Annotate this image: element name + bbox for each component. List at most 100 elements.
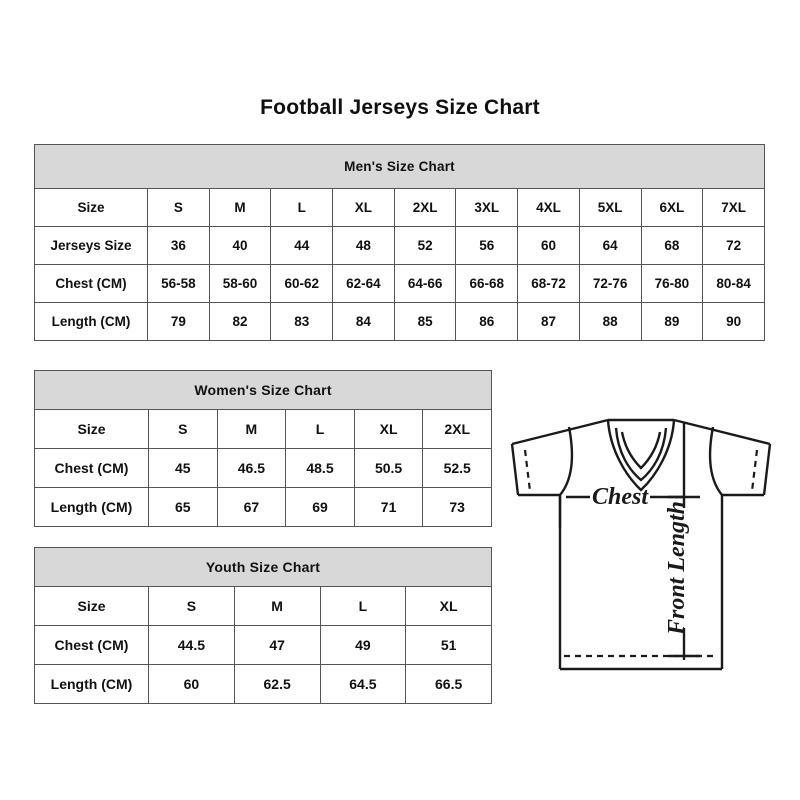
column-header-xl: XL: [405, 586, 492, 626]
table-cell: 68-72: [517, 264, 580, 303]
column-header-size: Size: [34, 409, 149, 449]
column-header-6xl: 6XL: [640, 188, 704, 227]
row-label-chest: Chest (CM): [34, 448, 149, 488]
left-cuff-edge: [510, 443, 520, 496]
table-header-row: Size S M L XL 2XL 3XL 4XL 5XL 6XL 7XL: [34, 188, 765, 227]
table-cell: 60-62: [270, 264, 334, 303]
row-label-length: Length (CM): [34, 487, 149, 527]
column-header-xl: XL: [332, 188, 395, 227]
column-header-7xl: 7XL: [702, 188, 765, 227]
table-row: Chest (CM) 45 46.5 48.5 50.5 52.5: [34, 448, 492, 488]
table-cell: 60: [148, 664, 235, 704]
mens-table-caption: Men's Size Chart: [34, 144, 765, 189]
womens-size-table: Women's Size Chart Size S M L XL 2XL Che…: [34, 370, 492, 527]
column-header-s: S: [148, 409, 218, 449]
table-cell: 56: [455, 226, 519, 265]
column-header-s: S: [147, 188, 210, 227]
table-cell: 83: [270, 302, 334, 341]
table-cell: 49: [319, 625, 407, 665]
table-cell: 62-64: [332, 264, 395, 303]
youth-size-table: Youth Size Chart Size S M L XL Chest (CM…: [34, 547, 492, 704]
front-length-label: Front Length: [664, 501, 690, 636]
table-row: Chest (CM) 44.5 47 49 51: [34, 625, 492, 665]
table-row: Chest (CM) 56-58 58-60 60-62 62-64 64-66…: [34, 264, 765, 303]
left-cuff-stitch-dashed: [523, 449, 532, 492]
table-cell: 40: [208, 226, 272, 265]
womens-table-caption: Women's Size Chart: [34, 370, 492, 410]
table-cell: 68: [640, 226, 704, 265]
chest-label: Chest: [592, 484, 649, 510]
table-cell: 46.5: [216, 448, 287, 488]
table-cell: 80-84: [702, 264, 765, 303]
table-row: Length (CM) 60 62.5 64.5 66.5: [34, 664, 492, 704]
table-cell: 69: [285, 487, 355, 527]
column-header-l: L: [285, 409, 355, 449]
table-cell: 44: [270, 226, 334, 265]
table-cell: 64.5: [319, 664, 407, 704]
table-caption-row: Women's Size Chart: [34, 370, 492, 410]
right-shoulder-seam: [673, 418, 771, 446]
table-cell: 64-66: [393, 264, 457, 303]
table-cell: 86: [455, 302, 519, 341]
table-cell: 85: [393, 302, 457, 341]
table-cell: 87: [517, 302, 580, 341]
table-cell: 58-60: [208, 264, 272, 303]
right-armhole-seam: [708, 426, 723, 496]
table-cell: 47: [233, 625, 321, 665]
column-header-m: M: [216, 409, 287, 449]
table-cell: 65: [148, 487, 218, 527]
table-cell: 71: [353, 487, 424, 527]
table-cell: 44.5: [148, 625, 235, 665]
column-header-3xl: 3XL: [455, 188, 519, 227]
table-cell: 72: [702, 226, 765, 265]
column-header-2xl: 2XL: [422, 409, 492, 449]
neck-opening-v: [614, 427, 668, 482]
table-header-row: Size S M L XL: [34, 586, 492, 626]
column-header-m: M: [208, 188, 272, 227]
table-cell: 82: [208, 302, 272, 341]
table-cell: 66-68: [455, 264, 519, 303]
table-caption-row: Youth Size Chart: [34, 547, 492, 587]
table-cell: 50.5: [353, 448, 424, 488]
table-cell: 79: [147, 302, 210, 341]
table-cell: 56-58: [147, 264, 210, 303]
table-cell: 48.5: [285, 448, 355, 488]
table-row: Length (CM) 79 82 83 84 85 86 87 88 89 9…: [34, 302, 765, 341]
page-title: Football Jerseys Size Chart: [260, 96, 540, 119]
collar-outer-v: [606, 419, 676, 492]
row-label-length: Length (CM): [34, 664, 149, 704]
column-header-m: M: [233, 586, 321, 626]
table-cell: 76-80: [640, 264, 704, 303]
column-header-size: Size: [34, 188, 148, 227]
table-cell: 67: [216, 487, 287, 527]
table-cell: 52: [393, 226, 457, 265]
table-cell: 45: [148, 448, 218, 488]
row-label-length: Length (CM): [34, 302, 148, 341]
table-cell: 64: [578, 226, 642, 265]
table-row: Jerseys Size 36 40 44 48 52 56 60 64 68 …: [34, 226, 765, 265]
table-cell: 62.5: [233, 664, 321, 704]
youth-table-caption: Youth Size Chart: [34, 547, 492, 587]
table-caption-row: Men's Size Chart: [34, 144, 765, 189]
column-header-size: Size: [34, 586, 149, 626]
left-shoulder-seam: [511, 418, 609, 446]
table-cell: 48: [332, 226, 395, 265]
column-header-l: L: [319, 586, 407, 626]
table-cell: 89: [640, 302, 704, 341]
table-cell: 36: [147, 226, 210, 265]
table-cell: 66.5: [405, 664, 492, 704]
column-header-4xl: 4XL: [517, 188, 580, 227]
table-cell: 73: [422, 487, 492, 527]
table-cell: 90: [702, 302, 765, 341]
jersey-measurement-diagram: Chest Front Length: [498, 398, 794, 694]
right-cuff-edge: [762, 443, 772, 496]
mens-size-table: Men's Size Chart Size S M L XL 2XL 3XL 4…: [34, 144, 765, 341]
table-cell: 72-76: [578, 264, 642, 303]
collar-inner-rib: [620, 431, 662, 470]
table-cell: 52.5: [422, 448, 492, 488]
column-header-2xl: 2XL: [393, 188, 457, 227]
table-cell: 88: [578, 302, 642, 341]
table-header-row: Size S M L XL 2XL: [34, 409, 492, 449]
right-cuff-stitch-dashed: [750, 449, 759, 492]
table-cell: 84: [332, 302, 395, 341]
